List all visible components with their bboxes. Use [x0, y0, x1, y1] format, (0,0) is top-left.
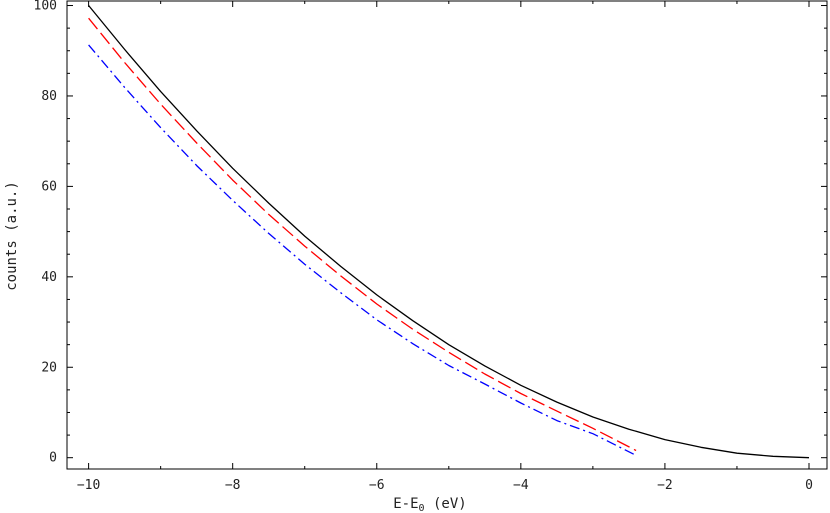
y-tick-label: 0	[49, 451, 57, 466]
y-tick-label: 60	[41, 179, 57, 194]
plot-frame	[66, 0, 828, 470]
x-tick-label: 0	[805, 478, 813, 493]
series-line-1	[88, 5, 810, 459]
y-tick-label: 100	[34, 0, 57, 14]
x-tick-label: −6	[369, 478, 385, 493]
x-axis-ticks: −10 −8 −6 −4 −2 0	[77, 1, 813, 493]
x-tick-label: −2	[657, 478, 673, 493]
x-axis-title-main: E-E	[393, 496, 418, 512]
x-axis-title: E-E0 (eV)	[393, 496, 466, 513]
x-tick-label: −8	[225, 478, 241, 493]
x-tick-label: −4	[513, 478, 529, 493]
x-tick-label: −10	[77, 478, 100, 493]
y-tick-label: 20	[41, 360, 57, 375]
series-line-3	[88, 44, 637, 456]
y-tick-label: 40	[41, 270, 57, 285]
y-axis-title: counts (a.u.)	[4, 181, 20, 291]
series-layer	[88, 5, 810, 459]
series-line-2	[88, 17, 637, 452]
x-axis-title-unit: (eV)	[425, 496, 467, 512]
y-tick-label: 80	[41, 89, 57, 104]
x-axis-title-subscript: 0	[419, 503, 425, 513]
y-axis-ticks: 0 20 40 60 80 100	[34, 0, 827, 466]
